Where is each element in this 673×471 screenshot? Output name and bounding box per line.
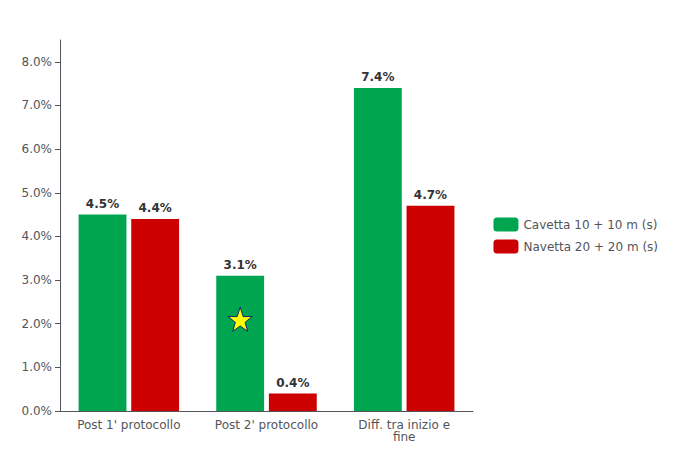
svg-text:Post 2' protocollo: Post 2' protocollo	[215, 418, 318, 432]
svg-text:0.0%: 0.0%	[22, 404, 53, 418]
svg-text:Navetta 20 + 20 m (s): Navetta 20 + 20 m (s)	[523, 240, 658, 254]
svg-text:5.0%: 5.0%	[22, 186, 53, 200]
svg-text:8.0%: 8.0%	[22, 55, 53, 69]
svg-text:0.4%: 0.4%	[276, 376, 309, 390]
svg-text:4.7%: 4.7%	[414, 188, 447, 202]
svg-text:1.0%: 1.0%	[22, 360, 53, 374]
svg-text:2.0%: 2.0%	[22, 317, 53, 331]
svg-text:3.1%: 3.1%	[224, 258, 257, 272]
svg-text:4.5%: 4.5%	[86, 197, 119, 211]
svg-text:Post 1' protocollo: Post 1' protocollo	[77, 418, 180, 432]
svg-text:fine: fine	[393, 430, 416, 444]
svg-text:7.4%: 7.4%	[361, 70, 394, 84]
svg-text:4.0%: 4.0%	[22, 229, 53, 243]
svg-text:7.0%: 7.0%	[22, 98, 53, 112]
svg-text:3.0%: 3.0%	[22, 273, 53, 287]
svg-text:4.4%: 4.4%	[139, 201, 172, 215]
svg-text:6.0%: 6.0%	[22, 142, 53, 156]
svg-text:Diff. tra inizio e: Diff. tra inizio e	[358, 418, 450, 432]
svg-text:Cavetta 10 + 10 m (s): Cavetta 10 + 10 m (s)	[523, 218, 657, 232]
